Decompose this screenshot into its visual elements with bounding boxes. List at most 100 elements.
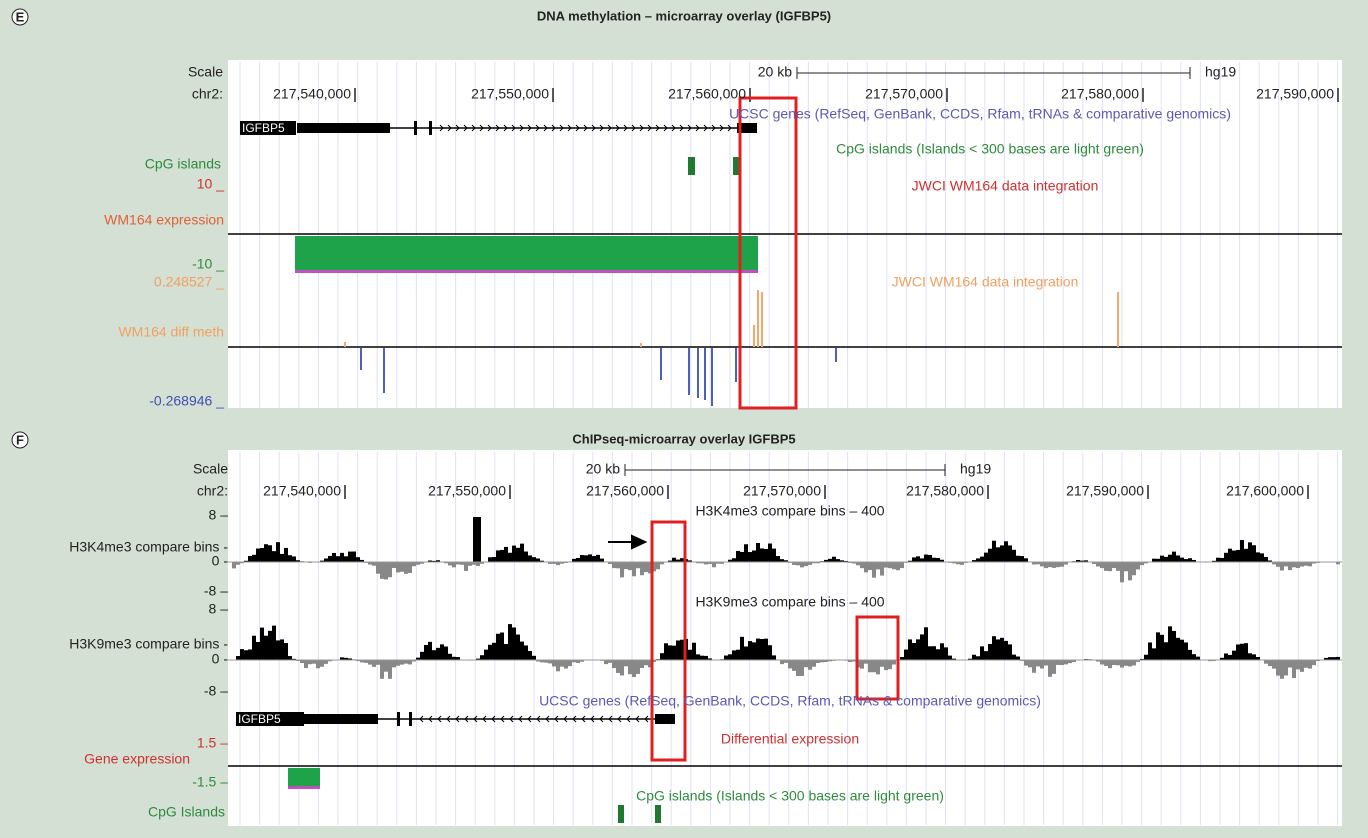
track-label: JWCI WM164 data integration xyxy=(892,274,1079,290)
signal-bar xyxy=(1116,660,1120,666)
chevron xyxy=(623,124,628,132)
signal-bar xyxy=(588,554,592,562)
track-label: CpG islands (Islands < 300 bases are lig… xyxy=(836,141,1144,157)
cpg-island xyxy=(733,157,739,175)
signal-bar xyxy=(1008,644,1012,660)
signal-bar xyxy=(492,557,496,562)
signal-bar xyxy=(724,655,728,660)
signal-bar xyxy=(592,556,596,562)
signal-bar xyxy=(748,552,752,562)
signal-bar xyxy=(1180,639,1184,660)
gene-label: IGFBP5 xyxy=(238,712,281,726)
signal-bar xyxy=(344,556,348,562)
signal-bar xyxy=(808,660,812,670)
signal-bar xyxy=(740,551,744,562)
signal-bar xyxy=(780,559,784,562)
signal-bar xyxy=(672,645,676,660)
signal-bar xyxy=(268,630,272,660)
signal-bar xyxy=(360,559,364,562)
signal-bar xyxy=(1148,642,1152,660)
signal-bar xyxy=(1100,562,1104,569)
chevron xyxy=(519,124,524,132)
signal-bar xyxy=(300,660,304,663)
signal-bar xyxy=(1280,562,1284,571)
signal-bar xyxy=(988,643,992,660)
signal-bar xyxy=(384,562,388,580)
signal-bar xyxy=(768,543,772,562)
track-label: -8 – xyxy=(204,683,228,699)
signal-bar xyxy=(432,560,436,562)
signal-bar xyxy=(940,643,944,660)
chevron xyxy=(608,715,613,723)
chevron xyxy=(518,715,523,723)
signal-bar xyxy=(1104,562,1108,571)
chevron xyxy=(727,124,732,132)
signal-bar xyxy=(644,562,648,573)
signal-bar xyxy=(916,556,920,562)
chevron xyxy=(495,124,500,132)
meth-bar xyxy=(761,292,763,347)
signal-bar xyxy=(1184,559,1188,562)
exon xyxy=(297,123,390,133)
signal-bar xyxy=(1124,562,1128,572)
exon xyxy=(429,121,432,135)
signal-bar xyxy=(1276,562,1280,567)
chevron xyxy=(655,124,660,132)
signal-bar xyxy=(828,558,832,562)
signal-bar xyxy=(1028,660,1032,668)
signal-bar xyxy=(1080,560,1084,562)
signal-bar xyxy=(788,660,792,669)
meth-bar xyxy=(835,348,837,362)
signal-bar xyxy=(680,558,684,562)
chevron xyxy=(572,715,577,723)
signal-bar xyxy=(804,660,808,668)
exon xyxy=(409,712,412,726)
signal-bar xyxy=(1296,562,1300,568)
signal-bar xyxy=(892,562,896,570)
signal-bar xyxy=(944,647,948,660)
signal-bar xyxy=(280,639,284,660)
signal-bar xyxy=(784,660,788,663)
track-label: 1.5 – xyxy=(197,735,228,751)
signal-bar xyxy=(1300,562,1304,567)
signal-bar xyxy=(544,660,548,663)
signal-bar xyxy=(732,650,736,660)
signal-bar xyxy=(1132,660,1136,666)
signal-bar xyxy=(800,562,804,568)
signal-bar xyxy=(948,655,952,660)
signal-bar xyxy=(248,555,252,562)
signal-bar xyxy=(756,638,760,660)
signal-bar xyxy=(668,645,672,660)
signal-bar xyxy=(708,658,712,660)
tracks xyxy=(228,62,1342,825)
signal-bar xyxy=(1136,562,1140,570)
signal-bar xyxy=(1268,560,1272,562)
track-label: WM164 diff meth xyxy=(118,324,224,340)
signal-bar xyxy=(916,639,920,660)
meth-bar xyxy=(383,348,385,393)
signal-bar xyxy=(648,660,652,668)
signal-bar xyxy=(376,562,380,574)
signal-bar xyxy=(1112,562,1116,569)
chevron xyxy=(615,124,620,132)
signal-bar xyxy=(736,649,740,660)
signal-bar xyxy=(564,660,568,669)
chevron xyxy=(631,124,636,132)
signal-bar xyxy=(412,562,416,567)
signal-bar xyxy=(640,562,644,576)
signal-bar xyxy=(244,650,248,660)
track-label: Gene expression xyxy=(84,751,190,767)
signal-bar xyxy=(1192,654,1196,660)
signal-bar xyxy=(1228,654,1232,660)
signal-bar xyxy=(276,542,280,562)
signal-bar xyxy=(296,660,300,662)
chevron xyxy=(503,124,508,132)
signal-bar xyxy=(580,660,584,662)
signal-bar xyxy=(700,655,704,660)
meth-bar xyxy=(640,343,642,347)
signal-bar xyxy=(608,660,612,663)
signal-bar xyxy=(696,654,700,660)
signal-bar xyxy=(316,660,320,669)
chevron xyxy=(626,715,631,723)
signal-bar xyxy=(1220,557,1224,562)
